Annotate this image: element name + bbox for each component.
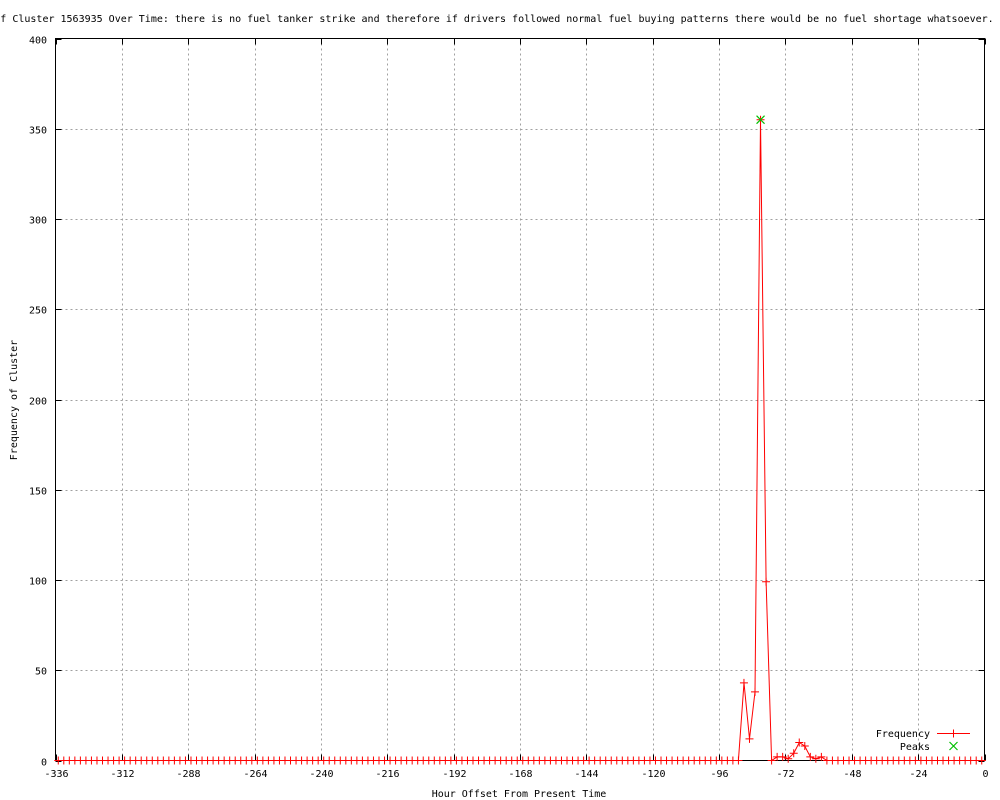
y-tick-label: 350 — [29, 126, 47, 137]
ticks: -336 -312 -288 -264 -240 -216 -192 -168 -144 -120… — [29, 36, 989, 781]
x-tick-label: -312 — [110, 769, 134, 780]
frequency-point — [767, 756, 776, 765]
x-tick-label: -192 — [442, 769, 466, 780]
x-tick-label: -336 — [44, 769, 68, 780]
y-tick-label: 250 — [29, 306, 47, 317]
x-tick-label: -96 — [710, 769, 728, 780]
y-tick-label: 150 — [29, 487, 47, 498]
x-tick-label: -120 — [641, 769, 665, 780]
chart-title: of Cluster 1563935 Over Time: there is n… — [0, 14, 1000, 25]
grid-lines — [55, 38, 985, 761]
frequency-point — [762, 577, 771, 586]
x-tick-label: -216 — [375, 769, 399, 780]
legend-marker-frequency — [949, 729, 958, 738]
legend: Frequency Peaks — [876, 729, 970, 753]
x-axis-label: Hour Offset From Present Time — [432, 789, 607, 800]
frequency-point — [784, 754, 793, 763]
legend-label-peaks: Peaks — [900, 742, 930, 753]
y-tick-label: 100 — [29, 577, 47, 588]
series — [54, 115, 986, 765]
frequency-point — [806, 752, 815, 761]
x-tick-label: -48 — [843, 769, 861, 780]
frequency-point — [778, 752, 787, 761]
peak-point — [756, 115, 765, 125]
x-tick-label: -144 — [574, 769, 598, 780]
frequency-point — [745, 734, 754, 743]
frequency-point — [751, 687, 760, 696]
legend-marker-peaks — [949, 741, 958, 751]
x-tick-label: -264 — [243, 769, 267, 780]
frequency-point — [800, 742, 809, 751]
x-tick-label: -72 — [776, 769, 794, 780]
x-tick-label: 0 — [982, 769, 988, 780]
frequency-point — [811, 754, 820, 763]
y-tick-label: 0 — [41, 758, 47, 769]
y-tick-label: 200 — [29, 397, 47, 408]
x-tick-label: -288 — [176, 769, 200, 780]
x-tick-label: -168 — [508, 769, 532, 780]
y-tick-label: 50 — [35, 667, 47, 678]
legend-label-frequency: Frequency — [876, 729, 930, 740]
frequency-point — [734, 756, 743, 765]
frequency-point — [817, 752, 826, 761]
y-axis-label: Frequency of Cluster — [9, 340, 20, 460]
frequency-point — [739, 678, 748, 687]
y-tick-label: 300 — [29, 216, 47, 227]
frequency-point — [795, 738, 804, 747]
frequency-point — [789, 749, 798, 758]
x-tick-label: -240 — [309, 769, 333, 780]
frequency-point — [977, 756, 986, 765]
y-tick-label: 400 — [29, 36, 47, 47]
x-tick-label: -24 — [909, 769, 927, 780]
